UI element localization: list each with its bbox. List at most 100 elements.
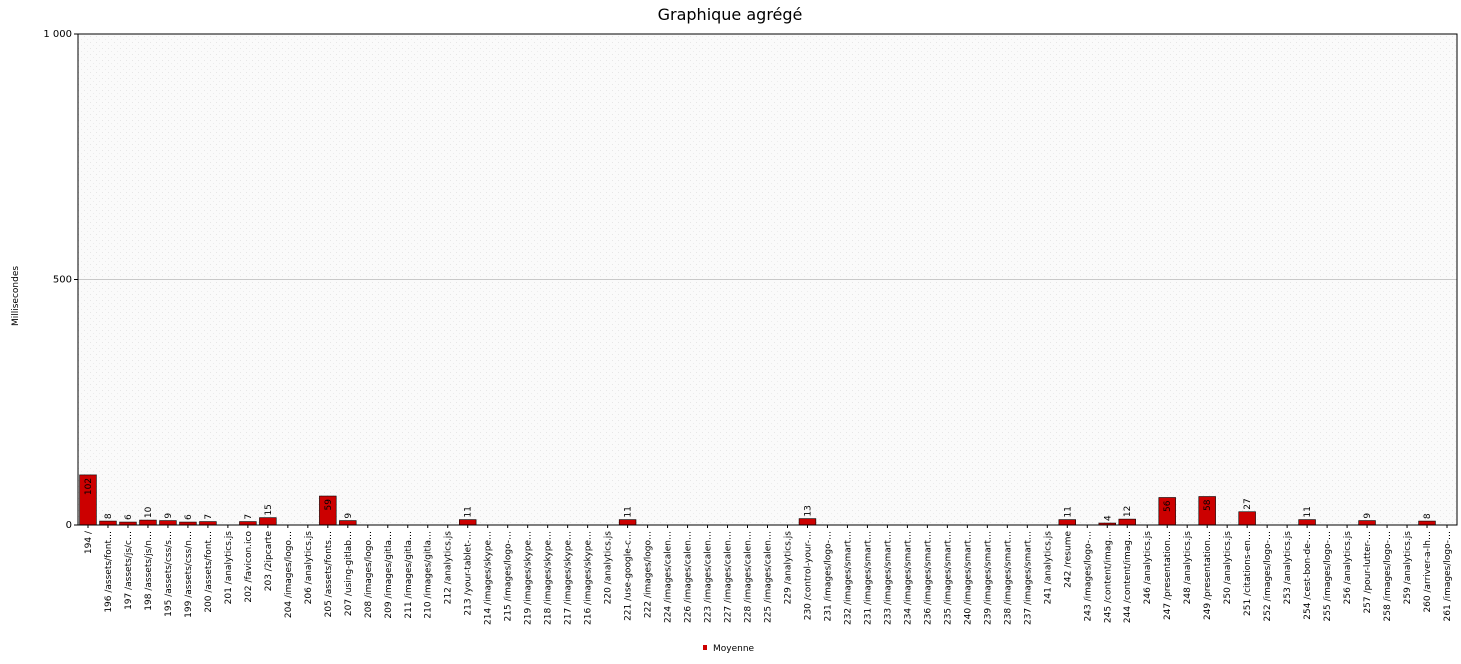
category-label-53: 246 /analytics.js xyxy=(1143,531,1153,605)
category-label-24: 217 /images/skype… xyxy=(564,531,574,625)
value-label-27: 11 xyxy=(624,506,634,517)
category-label-40: 233 /images/smart… xyxy=(883,531,893,625)
category-label-34: 225 /images/calen… xyxy=(764,531,774,623)
category-label-17: 210 /images/gitla… xyxy=(424,531,434,619)
bar-3 xyxy=(139,519,157,526)
category-label-44: 240 /images/smart… xyxy=(963,531,973,625)
category-label-56: 249 /presentation… xyxy=(1203,531,1213,620)
category-label-57: 250 /analytics.js xyxy=(1223,531,1233,605)
category-label-38: 232 /images/smart… xyxy=(843,531,853,625)
legend: Moyenne xyxy=(703,644,755,654)
bar-4 xyxy=(159,520,177,526)
category-label-61: 254 /cest-bon-de-… xyxy=(1303,531,1313,620)
bar-49 xyxy=(1058,519,1076,526)
category-label-58: 251 /citations-en… xyxy=(1243,531,1253,616)
category-label-25: 216 /images/skype… xyxy=(584,531,594,625)
category-label-43: 235 /images/smart… xyxy=(943,531,953,625)
category-label-60: 253 /analytics.js xyxy=(1283,531,1293,605)
value-label-6: 7 xyxy=(204,514,214,520)
category-label-63: 256 /analytics.js xyxy=(1343,531,1353,605)
category-label-20: 214 /images/skype… xyxy=(484,531,494,625)
category-label-23: 218 /images/skype… xyxy=(544,531,554,625)
category-label-0: 194 / xyxy=(84,530,94,554)
category-label-3: 198 /assets/js/n… xyxy=(144,531,154,611)
value-label-49: 11 xyxy=(1063,506,1073,517)
category-label-46: 238 /images/smart… xyxy=(1003,531,1013,625)
category-label-32: 227 /images/calen… xyxy=(724,531,734,623)
category-label-10: 204 /images/logo… xyxy=(284,531,294,618)
bar-36 xyxy=(798,518,817,526)
bar-27 xyxy=(618,519,637,526)
bar-19 xyxy=(459,519,477,526)
category-label-8: 202 /favicon.ico xyxy=(244,531,254,603)
category-label-19: 213 /your-tablet-… xyxy=(464,531,474,616)
y-axis-label: Millisecondes xyxy=(11,266,21,326)
value-label-3: 10 xyxy=(144,506,154,518)
category-label-5: 199 /assets/css/n… xyxy=(184,531,194,618)
category-label-65: 258 /images/logo-… xyxy=(1383,531,1393,621)
value-label-8: 7 xyxy=(244,514,254,520)
y-tick-label-1: 500 xyxy=(53,275,72,286)
category-label-18: 212 /analytics.js xyxy=(444,531,454,605)
category-label-68: 261 /images/logo-… xyxy=(1443,531,1453,621)
category-label-15: 209 /images/gitla… xyxy=(384,531,394,619)
category-label-13: 207 /using-gitlab… xyxy=(344,531,354,616)
y-tick-label-2: 1 000 xyxy=(43,29,72,40)
value-label-12: 59 xyxy=(324,499,334,511)
category-label-22: 219 /images/skype… xyxy=(524,531,534,625)
category-label-37: 231 /images/logo-… xyxy=(823,531,833,621)
category-label-51: 245 /content/imag… xyxy=(1103,531,1113,623)
category-label-59: 252 /images/logo-… xyxy=(1263,531,1273,621)
value-label-19: 11 xyxy=(464,506,474,517)
value-label-4: 9 xyxy=(164,513,174,519)
bar-61 xyxy=(1298,519,1316,526)
category-label-64: 257 /pour-lutter-… xyxy=(1363,531,1373,614)
category-label-48: 241 /analytics.js xyxy=(1043,531,1053,605)
category-label-12: 205 /assets/fonts… xyxy=(324,531,334,617)
value-label-2: 6 xyxy=(124,514,134,520)
category-label-62: 255 /images/logo-… xyxy=(1323,531,1333,621)
value-label-52: 12 xyxy=(1123,506,1133,517)
value-label-64: 9 xyxy=(1363,513,1373,519)
category-label-39: 231 /images/smart… xyxy=(863,531,873,625)
bar-13 xyxy=(339,520,357,526)
category-label-33: 228 /images/calen… xyxy=(744,531,754,623)
category-label-31: 223 /images/calen… xyxy=(704,531,714,623)
legend-swatch xyxy=(703,645,707,650)
category-label-2: 197 /assets/js/c… xyxy=(124,531,134,610)
category-label-28: 222 /images/logo… xyxy=(644,531,654,618)
value-label-1: 8 xyxy=(104,513,114,519)
category-label-11: 206 /analytics.js xyxy=(304,531,314,605)
bars: 102 8 6 10 9 6 7 7 15 59 9 11 11 13 11 4 12 56 58 27 11 9 8 xyxy=(79,474,1436,526)
bar-64 xyxy=(1358,520,1376,526)
category-label-49: 242 /resume xyxy=(1063,531,1073,588)
value-label-56: 58 xyxy=(1203,499,1213,511)
bar-9 xyxy=(259,517,277,526)
category-label-55: 248 /analytics.js xyxy=(1183,531,1193,605)
category-label-52: 244 /content/imag… xyxy=(1123,531,1133,623)
chart-title: Graphique agrégé xyxy=(658,5,803,24)
y-ticks: 0 500 1 000 xyxy=(43,29,78,531)
category-label-45: 239 /images/smart… xyxy=(983,531,993,625)
value-label-61: 11 xyxy=(1303,506,1313,517)
category-label-1: 196 /assets/font… xyxy=(104,531,114,613)
category-label-16: 211 /images/gitla… xyxy=(404,531,414,619)
category-label-66: 259 /analytics.js xyxy=(1403,531,1413,605)
value-label-36: 13 xyxy=(803,505,813,516)
category-label-50: 243 /images/logo-… xyxy=(1083,531,1093,621)
category-label-6: 200 /assets/font… xyxy=(204,531,214,613)
category-label-67: 260 /arriver-a-lh… xyxy=(1423,531,1433,613)
category-label-21: 215 /images/logo-… xyxy=(504,531,514,621)
category-label-42: 236 /images/smart… xyxy=(923,531,933,625)
category-label-7: 201 /analytics.js xyxy=(224,531,234,605)
category-label-54: 247 /presentation… xyxy=(1163,531,1173,620)
value-label-9: 15 xyxy=(264,504,274,515)
category-label-27: 221 /use-google-c… xyxy=(624,531,634,621)
category-label-26: 220 /analytics.js xyxy=(604,531,614,605)
value-label-0: 102 xyxy=(84,478,94,495)
category-label-35: 229 /analytics.js xyxy=(783,531,793,605)
value-label-67: 8 xyxy=(1423,513,1433,519)
category-label-9: 203 /2ipcarte xyxy=(264,531,274,592)
